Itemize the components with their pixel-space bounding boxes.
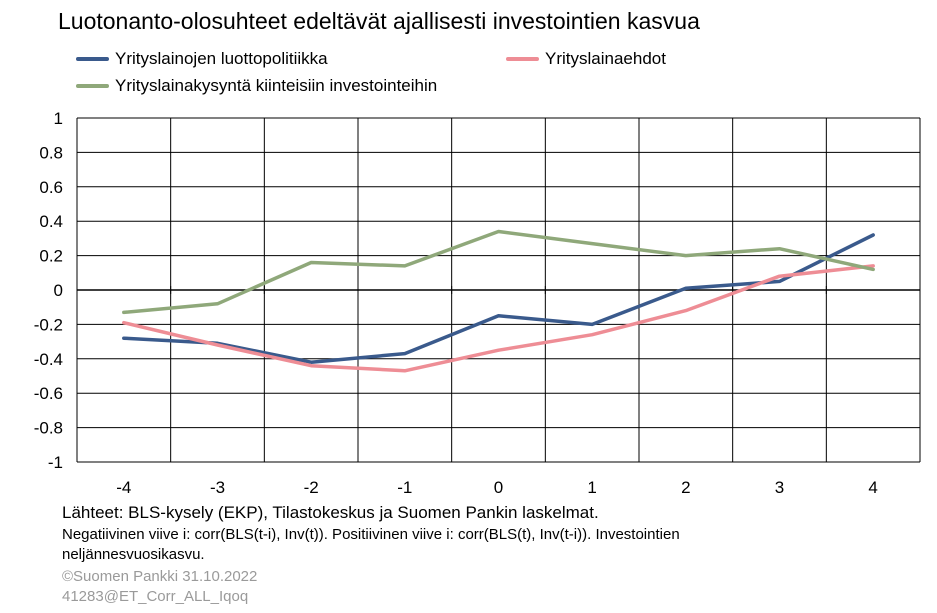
- x-tick-label: 0: [494, 478, 503, 497]
- source-note: Lähteet: BLS-kysely (EKP), Tilastokeskus…: [62, 503, 599, 522]
- y-axis-tick-labels: 1 0.8 0.6 0.4 0.2 0 -0.2 -0.4 -0.6 -0.8 -1: [34, 109, 63, 472]
- y-tick-label: 0.8: [39, 143, 63, 162]
- x-tick-label: -2: [304, 478, 319, 497]
- x-tick-label: -1: [397, 478, 412, 497]
- legend-item-kysynta: Yrityslainakysyntä kiinteisiin investoin…: [76, 76, 437, 96]
- y-tick-label: -0.8: [34, 419, 63, 438]
- y-tick-label: 0: [54, 281, 63, 300]
- method-note-line2: neljännesvuosikasvu.: [62, 546, 205, 563]
- y-tick-label: -0.2: [34, 315, 63, 334]
- method-note-line1: Negatiivinen viive i: corr(BLS(t-i), Inv…: [62, 526, 680, 543]
- y-tick-label: 0.4: [39, 212, 63, 231]
- legend-item-luottopolitiikka: Yrityslainojen luottopolitiikka: [76, 49, 328, 69]
- x-tick-label: -4: [116, 478, 131, 497]
- series-line-3: [122, 229, 875, 315]
- x-tick-label: 3: [775, 478, 784, 497]
- chart-grid: [76, 117, 921, 463]
- x-tick-label: 1: [587, 478, 596, 497]
- legend-label-kysynta: Yrityslainakysyntä kiinteisiin investoin…: [115, 76, 438, 95]
- x-axis-tick-labels: -4 -3 -2 -1 0 1 2 3 4: [116, 478, 878, 497]
- legend-swatch-luottopolitiikka: [76, 57, 109, 61]
- chart-title: Luotonanto-olosuhteet edeltävät ajallise…: [58, 8, 700, 34]
- y-tick-label: 0.2: [39, 247, 63, 266]
- series-line-1: [122, 233, 875, 364]
- legend-swatch-lainaehdot: [506, 57, 539, 61]
- chart-code: 41283@ET_Corr_ALL_Iqoq: [62, 588, 249, 605]
- legend-item-lainaehdot: Yrityslainaehdot: [506, 49, 666, 69]
- legend-label-luottopolitiikka: Yrityslainojen luottopolitiikka: [115, 49, 328, 68]
- x-tick-label: 2: [681, 478, 690, 497]
- legend-label-lainaehdot: Yrityslainaehdot: [545, 49, 666, 68]
- y-tick-label: 0.6: [39, 178, 63, 197]
- y-tick-label: 1: [54, 109, 63, 128]
- legend-swatch-kysynta: [76, 84, 109, 88]
- y-tick-label: -0.4: [34, 350, 63, 369]
- chart-series-lines: [122, 229, 875, 373]
- series-line-2: [122, 264, 875, 373]
- x-tick-label: -3: [210, 478, 225, 497]
- copyright-note: ©Suomen Pankki 31.10.2022: [62, 568, 258, 585]
- y-tick-label: -0.6: [34, 384, 63, 403]
- y-tick-label: -1: [48, 453, 63, 472]
- x-tick-label: 4: [868, 478, 877, 497]
